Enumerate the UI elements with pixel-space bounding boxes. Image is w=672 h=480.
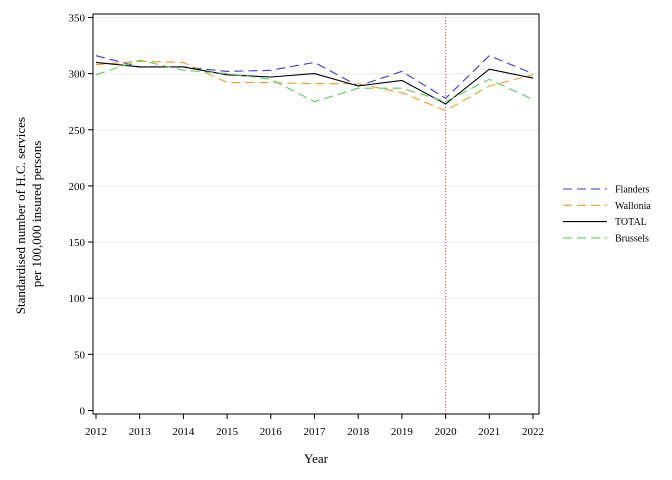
x-tick-label: 2013	[129, 426, 152, 438]
y-tick-label: 300	[69, 69, 86, 81]
legend-label-total: TOTAL	[615, 217, 647, 228]
x-tick-label: 2018	[347, 426, 370, 438]
legend-label-flanders: Flanders	[615, 185, 650, 196]
legend: Flanders Wallonia TOTAL Brussels	[563, 185, 651, 244]
y-tick-label: 200	[69, 181, 86, 193]
y-tick-label: 100	[69, 293, 86, 305]
y-tick-label: 50	[74, 349, 86, 361]
y-tick-label: 150	[69, 237, 86, 249]
series-layer	[95, 55, 534, 112]
series-line-brussels	[95, 59, 534, 103]
series-line-wallonia	[95, 60, 534, 112]
y-axis-title: Standardised number of H.C. services per…	[13, 114, 44, 314]
x-tick-label: 2014	[172, 426, 195, 438]
x-tick-label: 2015	[216, 426, 239, 438]
x-tick-label: 2012	[85, 426, 107, 438]
legend-label-wallonia: Wallonia	[615, 201, 651, 212]
y-axis-title-line-2: per 100,000 insured persons	[29, 141, 44, 288]
y-tick-label: 350	[69, 13, 86, 25]
axes: 0 50 100 150 200 250 300 350 2012 2013 2014 2015 201…	[69, 13, 545, 439]
x-tick-label: 2020	[435, 426, 458, 438]
x-tick-label: 2017	[304, 426, 327, 438]
gridlines	[93, 17, 539, 355]
y-tick-label: 250	[69, 125, 86, 137]
series-line-flanders	[95, 55, 534, 99]
plot-frame	[92, 13, 540, 415]
x-tick-label: 2019	[391, 426, 414, 438]
y-axis-title-line-1: Standardised number of H.C. services	[13, 117, 28, 314]
legend-label-brussels: Brussels	[615, 233, 649, 244]
x-tick-label: 2021	[478, 426, 500, 438]
x-tick-label: 2022	[522, 426, 544, 438]
x-axis-title: Year	[304, 451, 329, 466]
x-tick-label: 2016	[260, 426, 283, 438]
y-tick-label: 0	[80, 406, 86, 418]
